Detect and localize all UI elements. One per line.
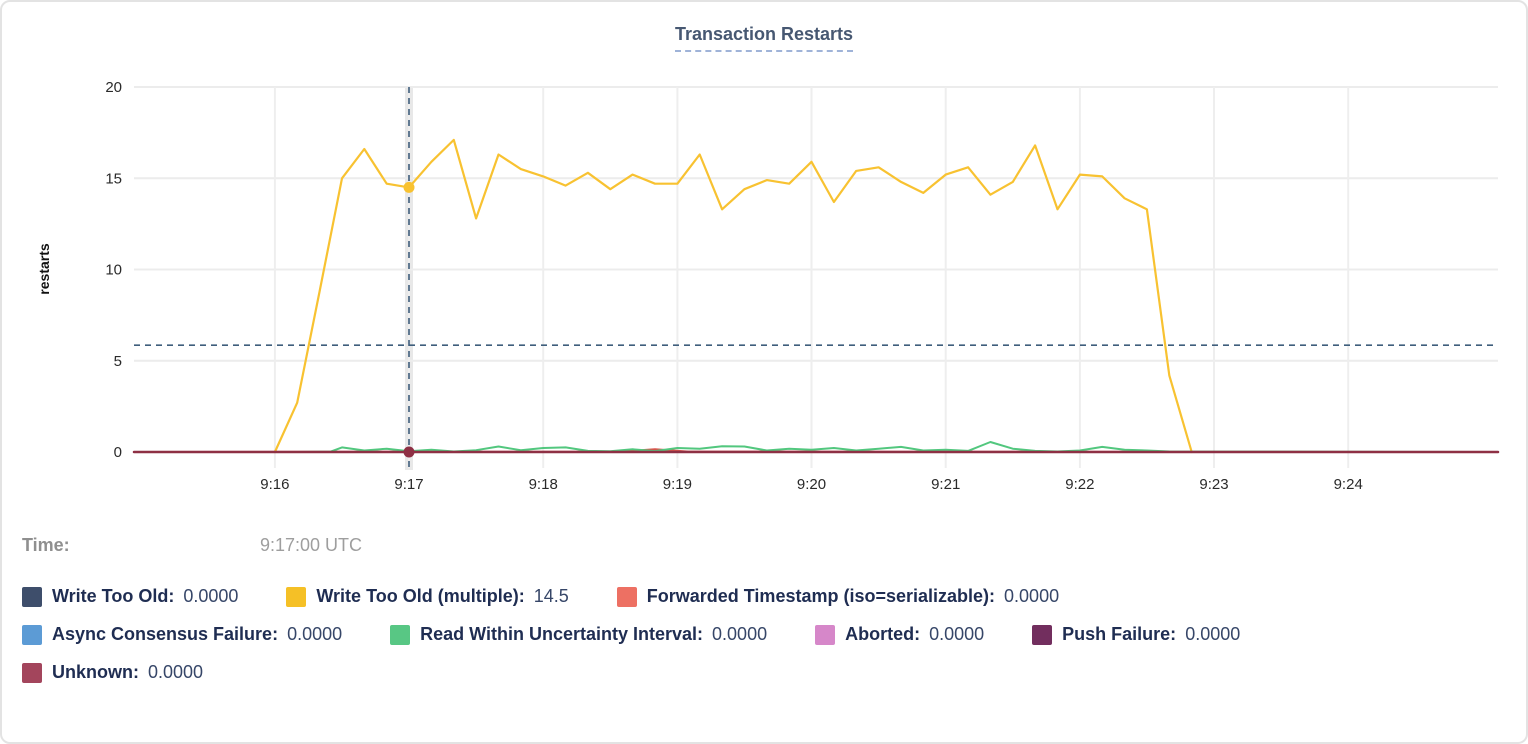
- hover-dot: [403, 446, 415, 458]
- legend-label: Write Too Old (multiple):: [316, 586, 525, 606]
- legend-value: 0.0000: [1004, 586, 1060, 606]
- x-tick-label: 9:17: [394, 476, 423, 493]
- legend-swatch-icon: [22, 624, 42, 645]
- legend-value: 0.0000: [929, 624, 985, 644]
- legend-value: 0.0000: [1185, 624, 1241, 644]
- legend-item[interactable]: Write Too Old (multiple): 14.5: [286, 586, 569, 607]
- x-tick-label: 9:16: [260, 476, 289, 493]
- legend-label: Async Consensus Failure:: [52, 624, 279, 644]
- x-tick-label: 9:20: [797, 476, 826, 493]
- x-tick-label: 9:21: [931, 476, 960, 493]
- chart-legend: Write Too Old: 0.0000 Write Too Old (multi…: [22, 586, 1506, 700]
- x-tick-label: 9:18: [529, 476, 558, 493]
- series-line: [133, 441, 1499, 453]
- legend-item[interactable]: Read Within Uncertainty Interval: 0.0000: [390, 624, 767, 645]
- hover-time-value: 9:17:00 UTC: [260, 535, 363, 555]
- legend-value: 0.0000: [183, 586, 239, 606]
- legend-item[interactable]: Unknown: 0.0000: [22, 662, 203, 683]
- legend-row: Write Too Old: 0.0000 Write Too Old (multi…: [22, 586, 1506, 607]
- legend-swatch-icon: [1032, 624, 1053, 645]
- x-tick-label: 9:23: [1199, 476, 1228, 493]
- legend-item[interactable]: Forwarded Timestamp (iso=serializable): 0…: [616, 586, 1060, 607]
- legend-label: Push Failure:: [1062, 624, 1177, 644]
- legend-swatch-icon: [815, 624, 836, 645]
- legend-value: 0.0000: [287, 624, 343, 644]
- legend-item[interactable]: Aborted: 0.0000: [815, 624, 984, 645]
- transaction-restarts-chart[interactable]: 0 5 10 15 20 9:16 9:17 9:18 9:19 9:20 9:21 9:22 9:23…: [2, 2, 1528, 512]
- chart-title-wrap: Transaction Restarts: [2, 24, 1526, 52]
- hover-time-row: Time: 9:17:00 UTC: [2, 535, 1526, 559]
- x-tick-label: 9:19: [663, 476, 692, 493]
- legend-swatch-icon: [22, 662, 42, 683]
- legend-swatch-icon: [286, 586, 307, 607]
- y-tick-label: 10: [105, 262, 122, 279]
- x-tick-label: 9:22: [1065, 476, 1094, 493]
- legend-value: 14.5: [533, 586, 569, 606]
- legend-label: Read Within Uncertainty Interval:: [420, 624, 704, 644]
- legend-label: Forwarded Timestamp (iso=serializable):: [646, 586, 996, 606]
- hover-time-label: Time:: [22, 535, 70, 555]
- legend-row: Async Consensus Failure: 0.0000 Read Withi…: [22, 624, 1506, 645]
- legend-swatch-icon: [616, 586, 637, 607]
- legend-item[interactable]: Async Consensus Failure: 0.0000: [22, 624, 342, 645]
- legend-row: Unknown: 0.0000: [22, 662, 1506, 683]
- legend-label: Aborted:: [845, 624, 921, 644]
- series-line: [273, 138, 1193, 454]
- hover-dot: [403, 181, 415, 193]
- y-tick-label: 15: [105, 170, 122, 187]
- x-tick-label: 9:24: [1334, 476, 1363, 493]
- y-axis-label: restarts: [36, 243, 52, 295]
- legend-item[interactable]: Write Too Old: 0.0000: [22, 586, 238, 607]
- legend-swatch-icon: [390, 624, 411, 645]
- legend-label: Unknown:: [52, 662, 139, 682]
- legend-value: 0.0000: [712, 624, 768, 644]
- y-tick-label: 0: [114, 444, 122, 461]
- legend-swatch-icon: [22, 586, 42, 607]
- legend-item[interactable]: Push Failure: 0.0000: [1032, 624, 1240, 645]
- y-tick-label: 5: [114, 353, 122, 370]
- y-tick-label: 20: [105, 79, 122, 96]
- chart-title[interactable]: Transaction Restarts: [674, 24, 854, 52]
- legend-label: Write Too Old:: [52, 586, 175, 606]
- legend-value: 0.0000: [148, 662, 204, 682]
